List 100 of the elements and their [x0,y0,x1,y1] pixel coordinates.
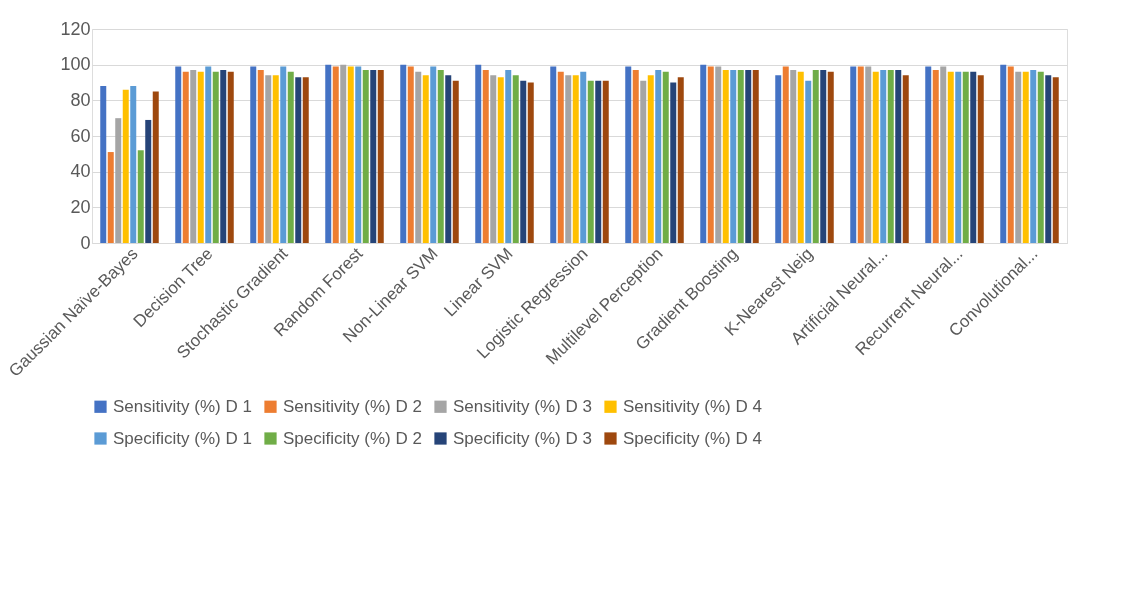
bar [250,66,257,243]
legend-label: Specificity (%) D 4 [623,428,762,448]
y-tick-label: 80 [70,89,91,110]
bar [227,71,234,243]
bar [340,64,347,243]
bar [475,64,482,243]
bar [602,80,609,243]
legend-label: Sensitivity (%) D 4 [623,396,762,416]
bar [400,64,407,243]
bar [925,66,932,243]
bar [527,82,534,243]
bar [182,71,189,243]
bar [745,70,752,243]
bar [820,70,827,243]
bar [640,80,647,243]
bar [1000,64,1007,243]
bar [730,70,737,243]
y-tick-label: 20 [70,196,91,217]
bar [257,70,264,243]
bar [332,66,339,243]
bar [452,80,459,243]
bar [490,75,497,243]
bar [670,82,677,243]
bar [797,71,804,243]
bar [700,64,707,243]
bar [722,70,729,243]
bar [512,75,519,243]
legend-label: Sensitivity (%) D 1 [113,396,252,416]
bar [197,71,204,243]
bar [872,71,879,243]
bar [955,71,962,243]
bar [422,75,429,243]
bar [362,70,369,243]
bar [137,150,144,243]
legend-label: Specificity (%) D 2 [283,428,422,448]
bar [295,77,302,243]
bar [865,66,872,243]
bar [520,80,527,243]
bar [737,70,744,243]
bar [655,70,662,243]
bar [1015,71,1022,243]
bar [415,71,422,243]
bar [707,66,714,243]
legend-label: Specificity (%) D 1 [113,428,252,448]
legend-label: Sensitivity (%) D 2 [283,396,422,416]
bar [377,70,384,243]
y-tick-label: 40 [70,161,91,182]
bar [715,66,722,243]
bar [812,70,819,243]
bar [970,71,977,243]
bar [940,66,947,243]
bar [152,91,159,243]
bar [497,77,504,243]
bar [122,89,129,243]
bar [1030,70,1037,243]
bar [280,66,287,243]
bar [887,70,894,243]
bar [347,66,354,243]
bar [632,70,639,243]
bar [662,71,669,243]
bar [1022,71,1029,243]
bar [962,71,969,243]
bar [827,71,834,243]
bar [880,70,887,243]
bar [850,66,857,243]
legend-label: Specificity (%) D 3 [453,428,592,448]
bar [430,66,437,243]
bar [445,75,452,243]
bar [212,71,219,243]
bar [587,80,594,243]
bar [505,70,512,243]
bar [775,75,782,243]
bar [790,70,797,243]
bar [805,80,812,243]
bar [482,70,489,243]
bar [130,86,137,243]
bar [977,75,984,243]
bar [272,75,279,243]
y-tick-label: 0 [80,232,91,253]
bar [647,75,654,243]
y-tick-label: 60 [70,125,91,146]
bar [100,86,107,243]
legend-label: Sensitivity (%) D 3 [453,396,592,416]
bar [572,75,579,243]
bar [947,71,954,243]
bar [287,71,294,243]
bar [595,80,602,243]
bar [175,66,182,243]
bar [902,75,909,243]
bar [677,77,684,243]
bar [407,66,414,243]
bar [302,77,309,243]
bar [782,66,789,243]
bar [1045,75,1052,243]
bar [265,75,272,243]
bar [437,70,444,243]
bar [1037,71,1044,243]
bar [752,70,759,243]
y-tick-label: 120 [60,18,91,39]
bar [107,152,114,243]
